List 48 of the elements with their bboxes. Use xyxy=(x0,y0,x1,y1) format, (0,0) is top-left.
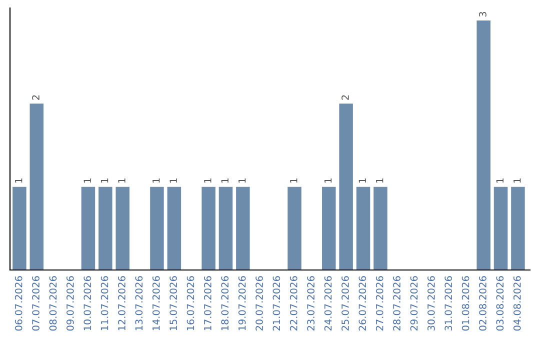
data-label: 1 xyxy=(324,178,332,183)
data-label: 2 xyxy=(342,95,349,100)
x-tick-label: 31.07.2026 xyxy=(444,276,452,330)
x-tick-label: 06.07.2026 xyxy=(14,276,22,331)
x-tick-label: 30.07.2026 xyxy=(427,276,435,330)
x-tick-label: 25.07.2026 xyxy=(342,276,349,331)
x-tick-label: 17.07.2026 xyxy=(204,276,212,330)
data-label: 1 xyxy=(290,178,298,183)
x-tick-label: 24.07.2026 xyxy=(324,276,332,331)
x-tick-label: 08.07.2026 xyxy=(49,276,57,331)
x-tick-label: 12.07.2026 xyxy=(118,276,126,330)
data-label: 2 xyxy=(32,95,40,100)
x-tick-label: 19.07.2026 xyxy=(238,276,246,330)
x-tick-label: 16.07.2026 xyxy=(186,276,194,330)
x-tick-label: 29.07.2026 xyxy=(410,276,418,331)
data-label: 1 xyxy=(514,178,521,183)
x-tick-label: 02.08.2026 xyxy=(479,276,486,331)
x-tick-label: 10.07.2026 xyxy=(84,276,92,330)
data-label: 1 xyxy=(238,178,246,183)
data-label: 1 xyxy=(376,178,384,183)
data-label: 1 xyxy=(15,178,22,183)
x-tick-label: 20.07.2026 xyxy=(256,276,263,331)
data-label: 1 xyxy=(204,178,212,183)
x-tick-label: 09.07.2026 xyxy=(66,276,74,331)
x-tick-label: 15.07.2026 xyxy=(170,276,177,330)
x-tick-label: 21.07.2026 xyxy=(272,276,280,331)
data-label: 1 xyxy=(358,178,366,183)
data-label: 1 xyxy=(118,178,126,183)
x-tick-label: 03.08.2026 xyxy=(496,276,504,331)
x-tick-label: 14.07.2026 xyxy=(152,276,160,330)
x-tick-label: 01.08.2026 xyxy=(462,276,470,331)
x-tick-label: 28.07.2026 xyxy=(393,276,400,331)
x-tick-label: 22.07.2026 xyxy=(290,276,298,331)
data-label: 1 xyxy=(496,178,504,183)
x-tick-label: 13.07.2026 xyxy=(135,276,143,330)
x-tick-label: 23.07.2026 xyxy=(307,276,315,331)
x-tick-label: 04.08.2026 xyxy=(513,276,521,331)
data-label: 1 xyxy=(84,178,91,183)
x-tick-label: 26.07.2026 xyxy=(358,276,366,331)
data-label: 1 xyxy=(101,178,108,183)
data-label: 1 xyxy=(221,178,228,183)
data-label: 1 xyxy=(170,178,177,183)
data-label: 1 xyxy=(152,178,160,183)
data-label: 3 xyxy=(479,12,486,17)
x-tick-label: 07.07.2026 xyxy=(32,276,40,331)
x-tick-label: 18.07.2026 xyxy=(221,276,229,330)
x-tick-label: 11.07.2026 xyxy=(100,276,108,330)
x-tick-label: 27.07.2026 xyxy=(376,276,384,331)
